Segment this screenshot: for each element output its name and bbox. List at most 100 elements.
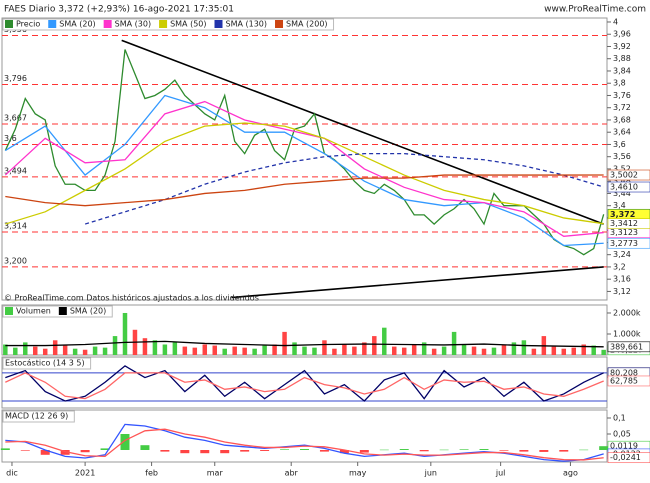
bar [112,336,118,355]
bar [212,345,217,355]
bar [501,344,507,355]
x-tick-label: feb [145,469,158,478]
bar [481,348,487,355]
legend-box [2,410,75,423]
y-tick-label: 3,96 [613,30,631,39]
bar [322,340,327,355]
bar [292,342,297,355]
bar [342,344,347,355]
bar [579,449,589,451]
bar [300,449,309,450]
legend-label: Volumen [16,307,51,316]
y-tick-label: 3,76 [613,91,631,100]
y-tick-label: 3,64 [613,128,631,137]
legend: Volumen SMA (20) [2,305,113,318]
value-tag [607,218,650,229]
bar [359,450,369,453]
value-tag-label: 80,208 [610,368,638,377]
y-tick-label: 3,2 [613,262,626,271]
bar [232,346,237,355]
value-tag [607,181,650,193]
bar [411,344,417,355]
value-tag-label: 3,372 [610,210,635,219]
x-tick-label: dic [6,469,18,478]
bar [222,348,227,355]
bar [419,450,429,452]
bar [162,344,168,355]
legend-box [2,18,335,31]
x-tick-label: 2021 [75,469,95,478]
value-tag-label: 389,661 [610,342,643,351]
bar [160,450,170,452]
y-tick-label: 2.000k [613,308,641,317]
legend: Estocástico (14 3 5) [2,357,92,370]
bar [252,348,257,355]
bar [122,312,128,355]
bar [312,347,317,355]
source: www.ProRealTime.com [544,5,646,15]
legend-swatch [214,20,223,28]
panel-frame [1,17,608,301]
bar [561,348,567,355]
bar [120,434,130,450]
y-tick-label: 0,1 [613,414,626,423]
bar [461,344,467,355]
bar [382,327,387,355]
bar [471,346,477,355]
value-tag [607,452,650,464]
legend: MACD (12 26 9) [2,410,75,423]
y-tick-label: 3,72 [613,103,631,112]
bar [20,450,30,451]
y-tick-label: 3,68 [613,115,631,124]
bar [140,445,150,450]
value-tag [607,237,650,249]
legend-swatch [48,20,57,28]
value-tag-label: 3,5002 [610,171,638,180]
bar [42,348,48,355]
panel-frame [1,356,608,409]
bar [392,346,397,355]
bar [172,342,178,355]
bar [521,340,527,355]
bar [102,347,108,355]
bar [32,346,38,355]
value-tag-label: 3,3123 [610,228,638,237]
bar [499,450,509,451]
bar [23,342,28,355]
legend-swatch [103,20,112,28]
x-tick-label: may [349,469,367,478]
bar [200,450,210,454]
bar [401,347,407,355]
bar [0,448,10,450]
series-line [4,100,604,237]
legend-label: SMA (30) [115,20,151,29]
bar [519,450,529,452]
trendline [121,39,604,225]
y-tick-label: 3,12 [613,287,631,296]
bar [152,340,158,355]
value-tag-label: 3,2773 [610,239,638,248]
bar [13,347,18,355]
bar [451,331,457,355]
bar [242,347,247,355]
x-tick-label: jul [495,469,506,478]
panel-title: Estocástico (14 3 5) [5,359,85,368]
value-tag-label: 3,3412 [610,219,638,228]
value-tag [607,375,650,387]
bar [439,449,449,451]
legend-label: SMA (20) [59,20,95,29]
bar [362,342,367,355]
y-tick-label: 3,48 [613,177,631,186]
trendline [231,266,604,299]
bar [559,450,569,452]
series-line [5,372,604,400]
legend-box [2,305,113,318]
legend-box [2,357,92,370]
bar [142,338,148,355]
panel-title: MACD (12 26 9) [5,412,68,421]
bar [479,449,489,450]
legend-swatch [275,20,284,28]
bar [459,449,469,450]
